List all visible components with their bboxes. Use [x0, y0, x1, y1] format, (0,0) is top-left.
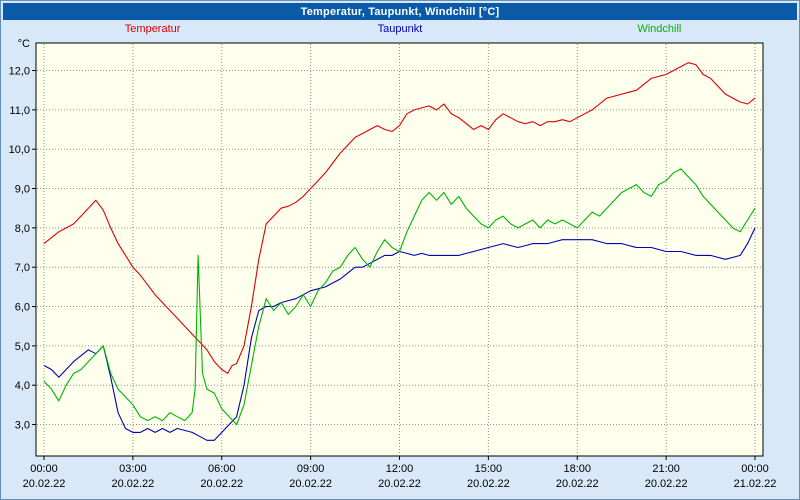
x-tick-label: 00:00 — [741, 463, 769, 475]
x-date-label: 20.02.22 — [645, 478, 688, 490]
chart-legend: Temperatur Taupunkt Windchill — [1, 23, 799, 39]
y-axis-unit: °C — [18, 38, 30, 50]
y-tick-label: 12,0 — [9, 66, 30, 78]
x-tick-label: 00:00 — [30, 463, 58, 475]
gridlines — [37, 44, 762, 455]
y-tick-label: 9,0 — [15, 184, 30, 196]
x-date-label: 21.02.22 — [734, 478, 777, 490]
x-tick-label: 12:00 — [386, 463, 414, 475]
y-tick-label: 8,0 — [15, 223, 30, 235]
series-temperatur — [43, 62, 756, 374]
x-date-label: 20.02.22 — [200, 478, 243, 490]
y-tick-label: 7,0 — [15, 262, 30, 274]
x-tick-label: 03:00 — [119, 463, 147, 475]
x-date-label: 20.02.22 — [467, 478, 510, 490]
y-tick-label: 10,0 — [9, 144, 30, 156]
y-tick-label: 6,0 — [15, 302, 30, 314]
x-tick-label: 18:00 — [563, 463, 591, 475]
x-date-label: 20.02.22 — [378, 478, 421, 490]
y-tick-label: 5,0 — [15, 341, 30, 353]
page-title: Temperatur, Taupunkt, Windchill [°C] — [300, 5, 500, 18]
y-tick-label: 11,0 — [9, 105, 30, 117]
legend-temperatur: Temperatur — [124, 23, 181, 35]
x-tick-label: 15:00 — [475, 463, 503, 475]
y-tick-label: 3,0 — [15, 420, 30, 432]
x-date-label: 20.02.22 — [289, 478, 332, 490]
series-windchill — [43, 168, 756, 426]
x-date-label: 20.02.22 — [23, 478, 66, 490]
title-bar: Temperatur, Taupunkt, Windchill [°C] — [3, 3, 797, 20]
x-tick-label: 21:00 — [652, 463, 680, 475]
legend-windchill: Windchill — [637, 23, 682, 35]
legend-taupunkt: Taupunkt — [377, 23, 423, 35]
axis-labels: 3,0 4,0 5,0 6,0 7,0 8,0 9,0 10,0 11,0 12,0 00:00 20… — [9, 38, 777, 490]
x-date-label: 20.02.22 — [111, 478, 154, 490]
x-tick-label: 06:00 — [208, 463, 236, 475]
y-tick-label: 4,0 — [15, 380, 30, 392]
x-date-label: 20.02.22 — [556, 478, 599, 490]
x-tick-label: 09:00 — [297, 463, 325, 475]
